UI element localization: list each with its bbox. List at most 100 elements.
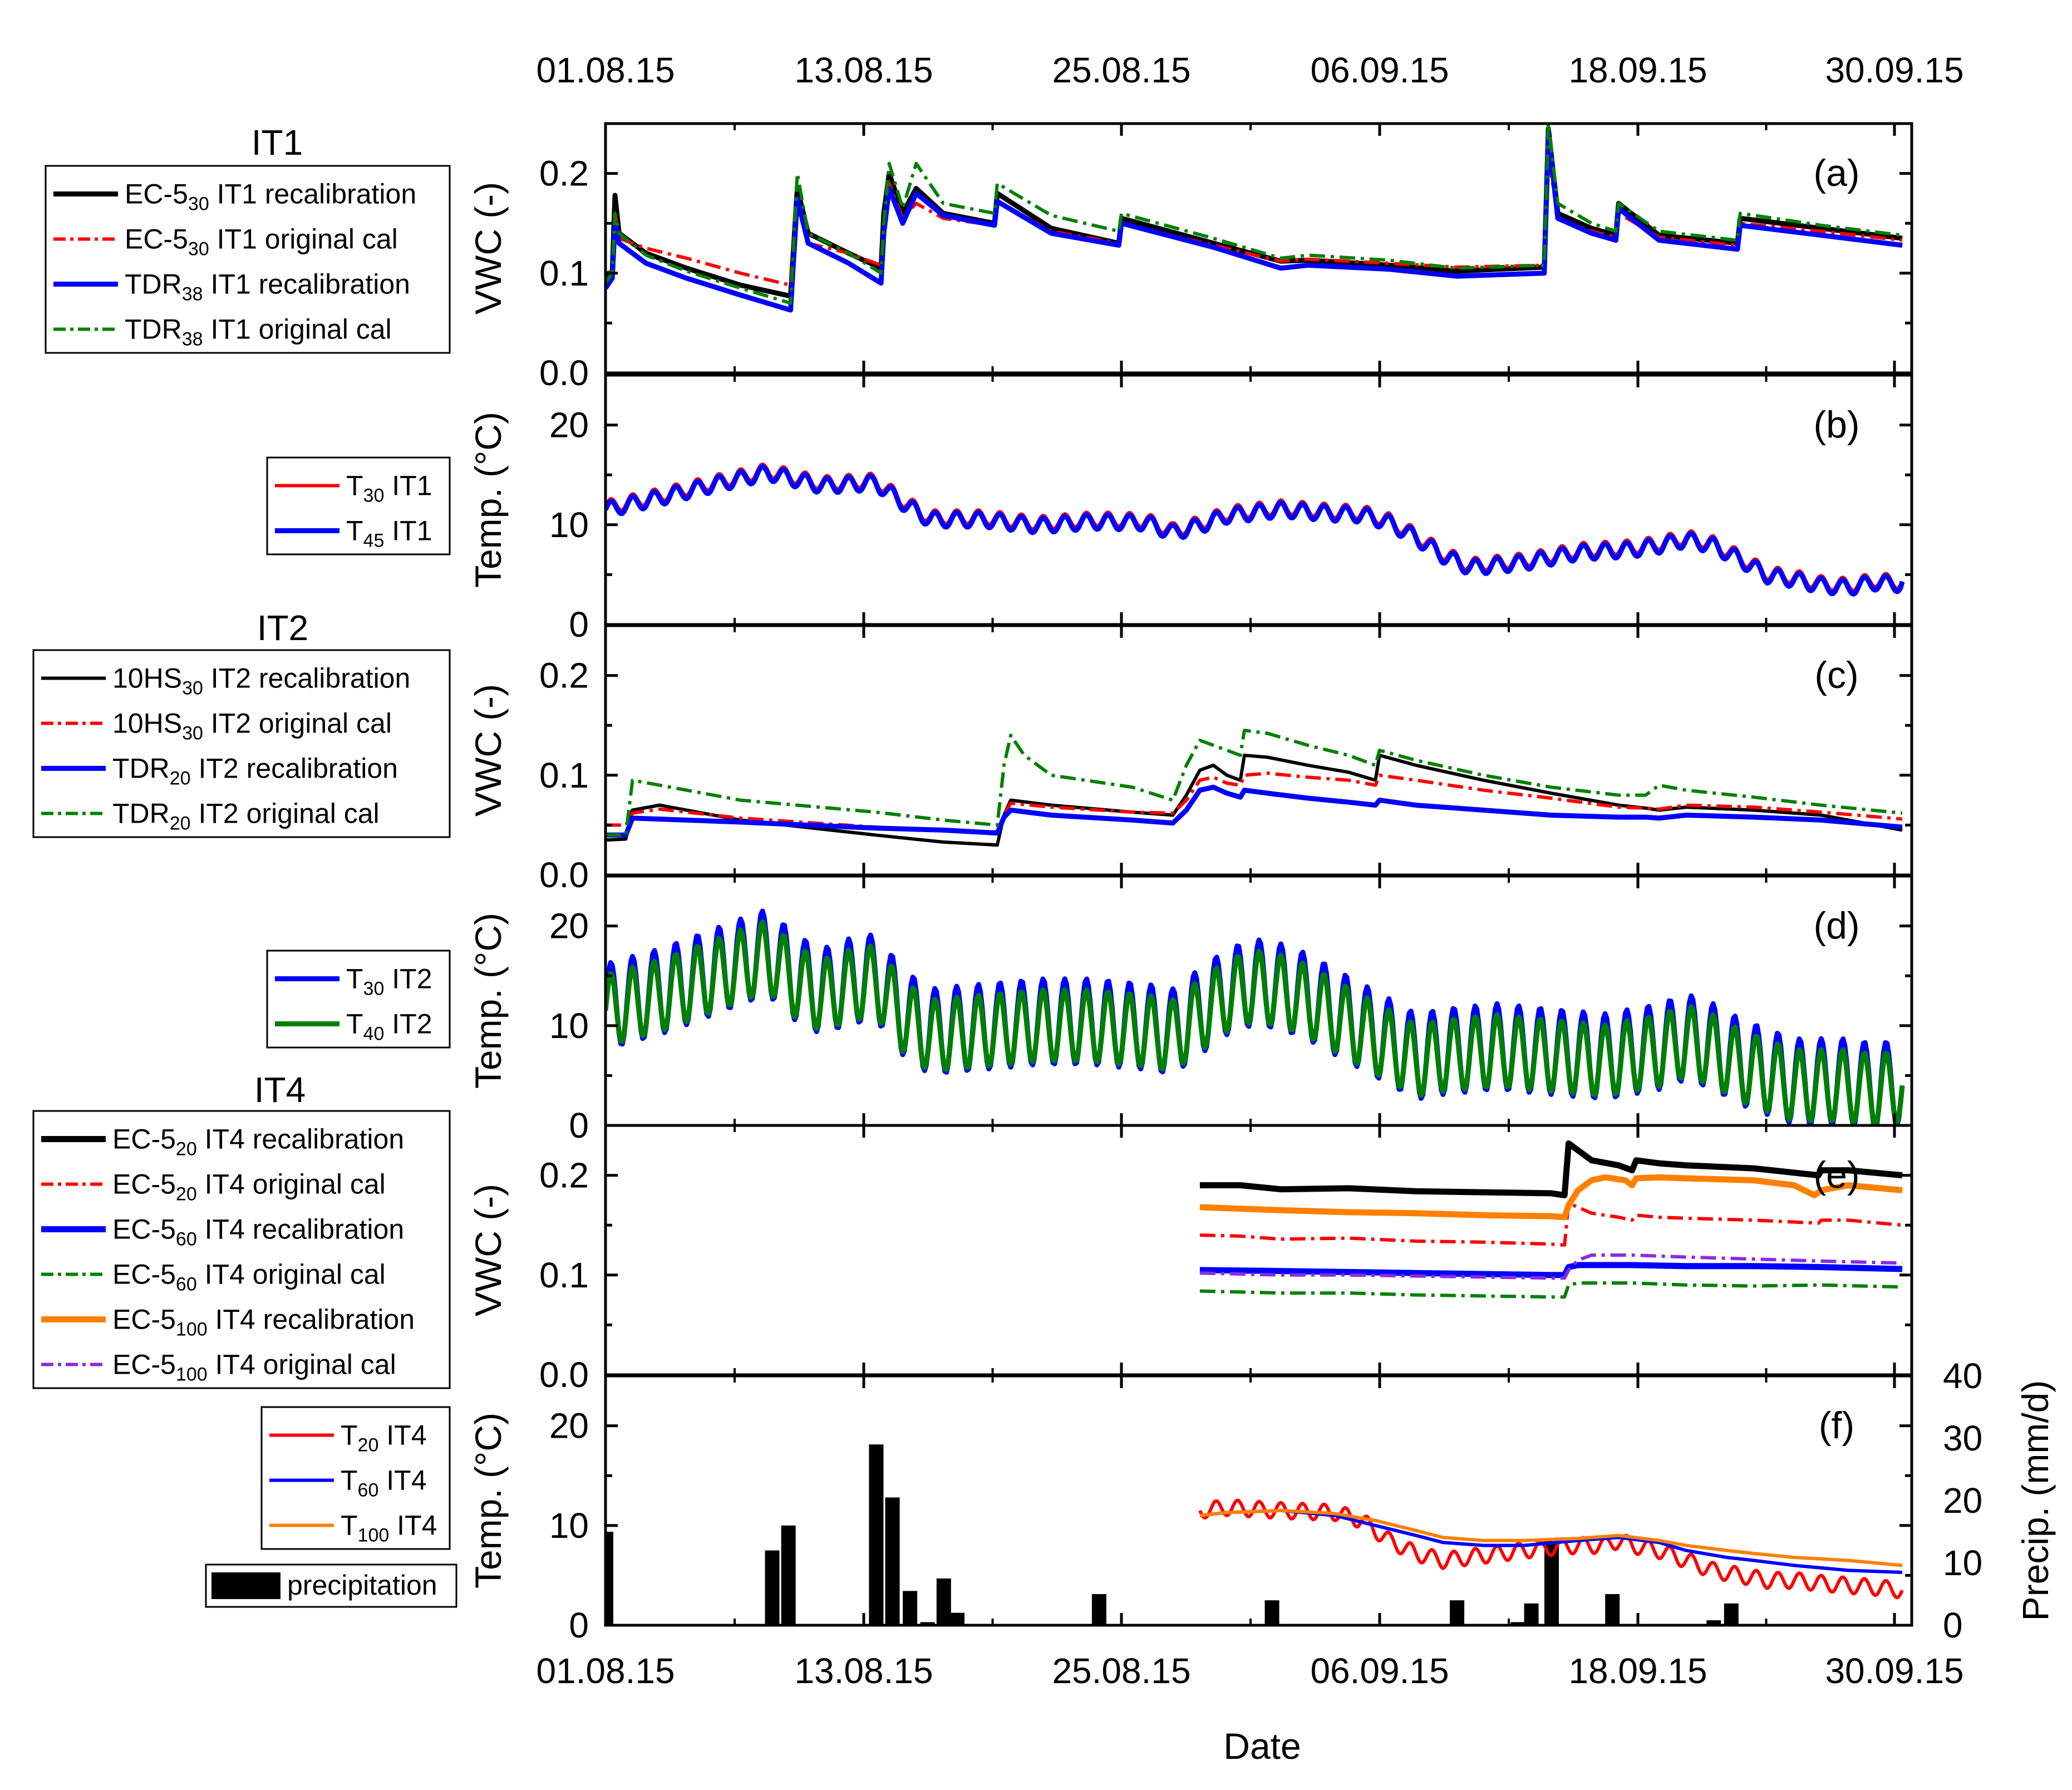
precip-bar bbox=[1724, 1603, 1739, 1625]
legend-label: T40 IT2 bbox=[346, 1009, 432, 1045]
precip-bar bbox=[1091, 1594, 1106, 1625]
precip-bar bbox=[950, 1612, 965, 1625]
panel-d: 0 10 20 Temp. (°C) (d) bbox=[467, 874, 1913, 1145]
series-group bbox=[1198, 1498, 1904, 1600]
series-group bbox=[606, 124, 1903, 313]
legend-b: T30 IT1 T45 IT1 bbox=[266, 456, 451, 555]
panel-frame bbox=[604, 624, 1913, 877]
group-title-it4: IT4 bbox=[254, 1070, 306, 1110]
legend-label: EC-5100 IT4 original cal bbox=[112, 1349, 396, 1385]
y-axis-label: Temp. (°C) bbox=[467, 1413, 509, 1589]
y-axis-label: VWC (-) bbox=[467, 684, 509, 817]
legend-label: EC-560 IT4 original cal bbox=[112, 1259, 386, 1295]
y-axis-label: VWC (-) bbox=[467, 1184, 509, 1316]
series-line bbox=[606, 908, 1905, 1125]
panel-label: (e) bbox=[1813, 1154, 1859, 1196]
y-tick-label: 10 bbox=[549, 1006, 589, 1046]
legend-e: EC-520 IT4 recalibration EC-520 IT4 origi… bbox=[32, 1110, 451, 1389]
legend-label: EC-520 IT4 original cal bbox=[112, 1169, 386, 1205]
top-tick-label: 01.08.15 bbox=[536, 50, 675, 90]
legend-swatch bbox=[211, 1572, 280, 1599]
legend-precip: precipitation bbox=[205, 1563, 457, 1608]
y-tick-label: 0.0 bbox=[539, 1355, 589, 1395]
right-tick-label: 30 bbox=[1943, 1418, 1982, 1458]
legend-c: 10HS30 IT2 recalibration 10HS30 IT2 origi… bbox=[32, 649, 451, 838]
series-line bbox=[1199, 1253, 1903, 1280]
top-tick-label: 25.08.15 bbox=[1052, 50, 1190, 90]
right-tick-label: 40 bbox=[1943, 1356, 1982, 1396]
precip-bar bbox=[765, 1550, 780, 1625]
legend-label: 10HS30 IT2 original cal bbox=[112, 708, 392, 744]
panels: 0.0 0.1 0.2 VWC (-) (a) 0 10 20 Temp. (°C) (b) 0.0… bbox=[467, 122, 2056, 1645]
panel-frame bbox=[604, 122, 1913, 375]
series-line bbox=[606, 754, 1903, 847]
legend-label: T30 IT2 bbox=[346, 963, 432, 1000]
series-line bbox=[606, 131, 1903, 313]
series-line bbox=[1199, 1508, 1903, 1567]
panel-label: (a) bbox=[1813, 152, 1859, 194]
panel-frame bbox=[604, 373, 1913, 626]
precip-bar bbox=[936, 1578, 951, 1625]
bottom-tick-label: 01.08.15 bbox=[536, 1651, 675, 1691]
y-axis-label: Temp. (°C) bbox=[467, 913, 509, 1089]
series-line bbox=[1199, 1281, 1903, 1299]
precip-bar bbox=[1450, 1600, 1465, 1625]
legend-box bbox=[32, 1110, 451, 1389]
panel-a: 0.0 0.1 0.2 VWC (-) (a) bbox=[467, 122, 1913, 393]
y-tick-label: 10 bbox=[549, 505, 589, 545]
legend-label: TDR38 IT1 recalibration bbox=[125, 269, 410, 305]
legend-label: 10HS30 IT2 recalibration bbox=[112, 663, 410, 699]
series-group bbox=[606, 462, 1905, 597]
y-tick-label: 0.0 bbox=[539, 353, 589, 393]
panel-frame bbox=[604, 1374, 1913, 1627]
right-tick-label: 10 bbox=[1943, 1543, 1982, 1583]
group-title-it1: IT1 bbox=[252, 122, 303, 163]
x-axis-label: Date bbox=[1223, 1725, 1301, 1767]
legend-label: T60 IT4 bbox=[341, 1465, 427, 1501]
legend-label: EC-520 IT4 recalibration bbox=[112, 1124, 404, 1160]
precip-bar bbox=[781, 1525, 796, 1625]
series-group bbox=[606, 729, 1903, 847]
y-tick-label: 20 bbox=[549, 405, 589, 445]
y-tick-label: 20 bbox=[549, 1406, 589, 1446]
legend-label: precipitation bbox=[287, 1570, 437, 1601]
panel-e: 0.0 0.1 0.2 VWC (-) (e) bbox=[467, 1124, 1913, 1395]
group-title-it2: IT2 bbox=[257, 608, 308, 648]
series-line bbox=[1199, 1140, 1903, 1198]
legend-box bbox=[266, 456, 451, 555]
bottom-date-ticks: 01.08.15 13.08.15 25.08.15 06.09.15 18.0… bbox=[536, 1651, 1963, 1691]
y-tick-label: 0.2 bbox=[539, 656, 589, 696]
bottom-tick-label: 18.09.15 bbox=[1568, 1651, 1707, 1691]
legend-label: EC-530 IT1 original cal bbox=[125, 224, 398, 260]
top-date-ticks: 01.08.15 13.08.15 25.08.15 06.09.15 18.0… bbox=[536, 50, 1963, 90]
legends: EC-530 IT1 recalibration EC-530 IT1 origi… bbox=[32, 165, 457, 1608]
y-tick-label: 20 bbox=[549, 906, 589, 946]
panel-label: (d) bbox=[1813, 904, 1859, 947]
legend-a: EC-530 IT1 recalibration EC-530 IT1 origi… bbox=[45, 165, 451, 354]
top-tick-label: 13.08.15 bbox=[794, 50, 933, 90]
legend-label: EC-560 IT4 recalibration bbox=[112, 1214, 404, 1250]
legend-d: T30 IT2 T40 IT2 bbox=[266, 950, 451, 1049]
bottom-tick-label: 30.09.15 bbox=[1825, 1651, 1963, 1691]
y-axis-label: Temp. (°C) bbox=[467, 412, 509, 588]
panel-label: (f) bbox=[1819, 1404, 1854, 1447]
right-axis-label: Precip. (mm/d) bbox=[2015, 1380, 2056, 1621]
legend-label: TDR38 IT1 original cal bbox=[125, 314, 392, 350]
legend-label: T20 IT4 bbox=[341, 1420, 427, 1456]
y-tick-label: 0 bbox=[569, 1605, 589, 1645]
legend-label: EC-5100 IT4 recalibration bbox=[112, 1304, 415, 1340]
precip-bar bbox=[1706, 1620, 1721, 1625]
y-tick-label: 0.1 bbox=[539, 253, 589, 293]
panel-label: (c) bbox=[1814, 654, 1858, 696]
legend-label: T30 IT1 bbox=[346, 470, 432, 506]
precip-bar bbox=[1524, 1603, 1539, 1625]
series-line bbox=[606, 126, 1903, 299]
series-line bbox=[606, 784, 1903, 838]
y-tick-label: 0.0 bbox=[539, 855, 589, 895]
series-line bbox=[1199, 1174, 1903, 1221]
legend-box bbox=[266, 950, 451, 1049]
precip-bar bbox=[1510, 1622, 1525, 1625]
y-tick-label: 0 bbox=[569, 1105, 589, 1145]
series-line bbox=[606, 729, 1903, 837]
